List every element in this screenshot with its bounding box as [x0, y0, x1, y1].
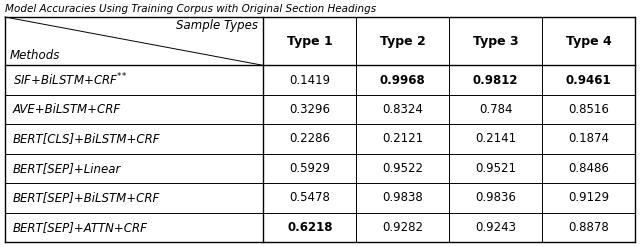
Text: 0.5929: 0.5929: [289, 162, 330, 175]
Text: 0.9522: 0.9522: [382, 162, 423, 175]
Text: 0.9838: 0.9838: [382, 191, 423, 204]
Text: BERT[CLS]+BiLSTM+CRF: BERT[CLS]+BiLSTM+CRF: [13, 132, 160, 145]
Text: 0.9243: 0.9243: [475, 221, 516, 234]
Text: BERT[SEP]+Linear: BERT[SEP]+Linear: [13, 162, 121, 175]
Text: SIF+BiLSTM+CRF$^{**}$: SIF+BiLSTM+CRF$^{**}$: [13, 72, 127, 88]
Text: 0.3296: 0.3296: [289, 103, 330, 116]
Text: 0.8516: 0.8516: [568, 103, 609, 116]
Text: 0.9812: 0.9812: [473, 74, 518, 87]
Text: 0.9521: 0.9521: [475, 162, 516, 175]
Text: Type 4: Type 4: [566, 35, 611, 48]
Text: 0.1874: 0.1874: [568, 132, 609, 145]
Text: 0.9129: 0.9129: [568, 191, 609, 204]
Text: 0.9282: 0.9282: [382, 221, 423, 234]
Text: 0.1419: 0.1419: [289, 74, 330, 87]
Text: Model Accuracies Using Training Corpus with Original Section Headings: Model Accuracies Using Training Corpus w…: [5, 4, 376, 14]
Text: 0.2286: 0.2286: [289, 132, 330, 145]
Text: 0.5478: 0.5478: [289, 191, 330, 204]
Text: 0.9461: 0.9461: [566, 74, 611, 87]
Text: 0.8878: 0.8878: [568, 221, 609, 234]
Text: Methods: Methods: [10, 49, 61, 62]
Text: 0.8324: 0.8324: [382, 103, 423, 116]
Text: 0.8486: 0.8486: [568, 162, 609, 175]
Text: AVE+BiLSTM+CRF: AVE+BiLSTM+CRF: [13, 103, 121, 116]
Text: Type 2: Type 2: [380, 35, 426, 48]
Text: Type 3: Type 3: [473, 35, 518, 48]
Text: 0.784: 0.784: [479, 103, 513, 116]
Text: BERT[SEP]+BiLSTM+CRF: BERT[SEP]+BiLSTM+CRF: [13, 191, 160, 204]
Text: BERT[SEP]+ATTN+CRF: BERT[SEP]+ATTN+CRF: [13, 221, 148, 234]
Text: 0.6218: 0.6218: [287, 221, 333, 234]
Text: 0.2121: 0.2121: [382, 132, 423, 145]
Text: 0.9836: 0.9836: [475, 191, 516, 204]
Text: Type 1: Type 1: [287, 35, 333, 48]
Text: Sample Types: Sample Types: [176, 20, 258, 32]
Text: 0.9968: 0.9968: [380, 74, 426, 87]
Text: 0.2141: 0.2141: [475, 132, 516, 145]
